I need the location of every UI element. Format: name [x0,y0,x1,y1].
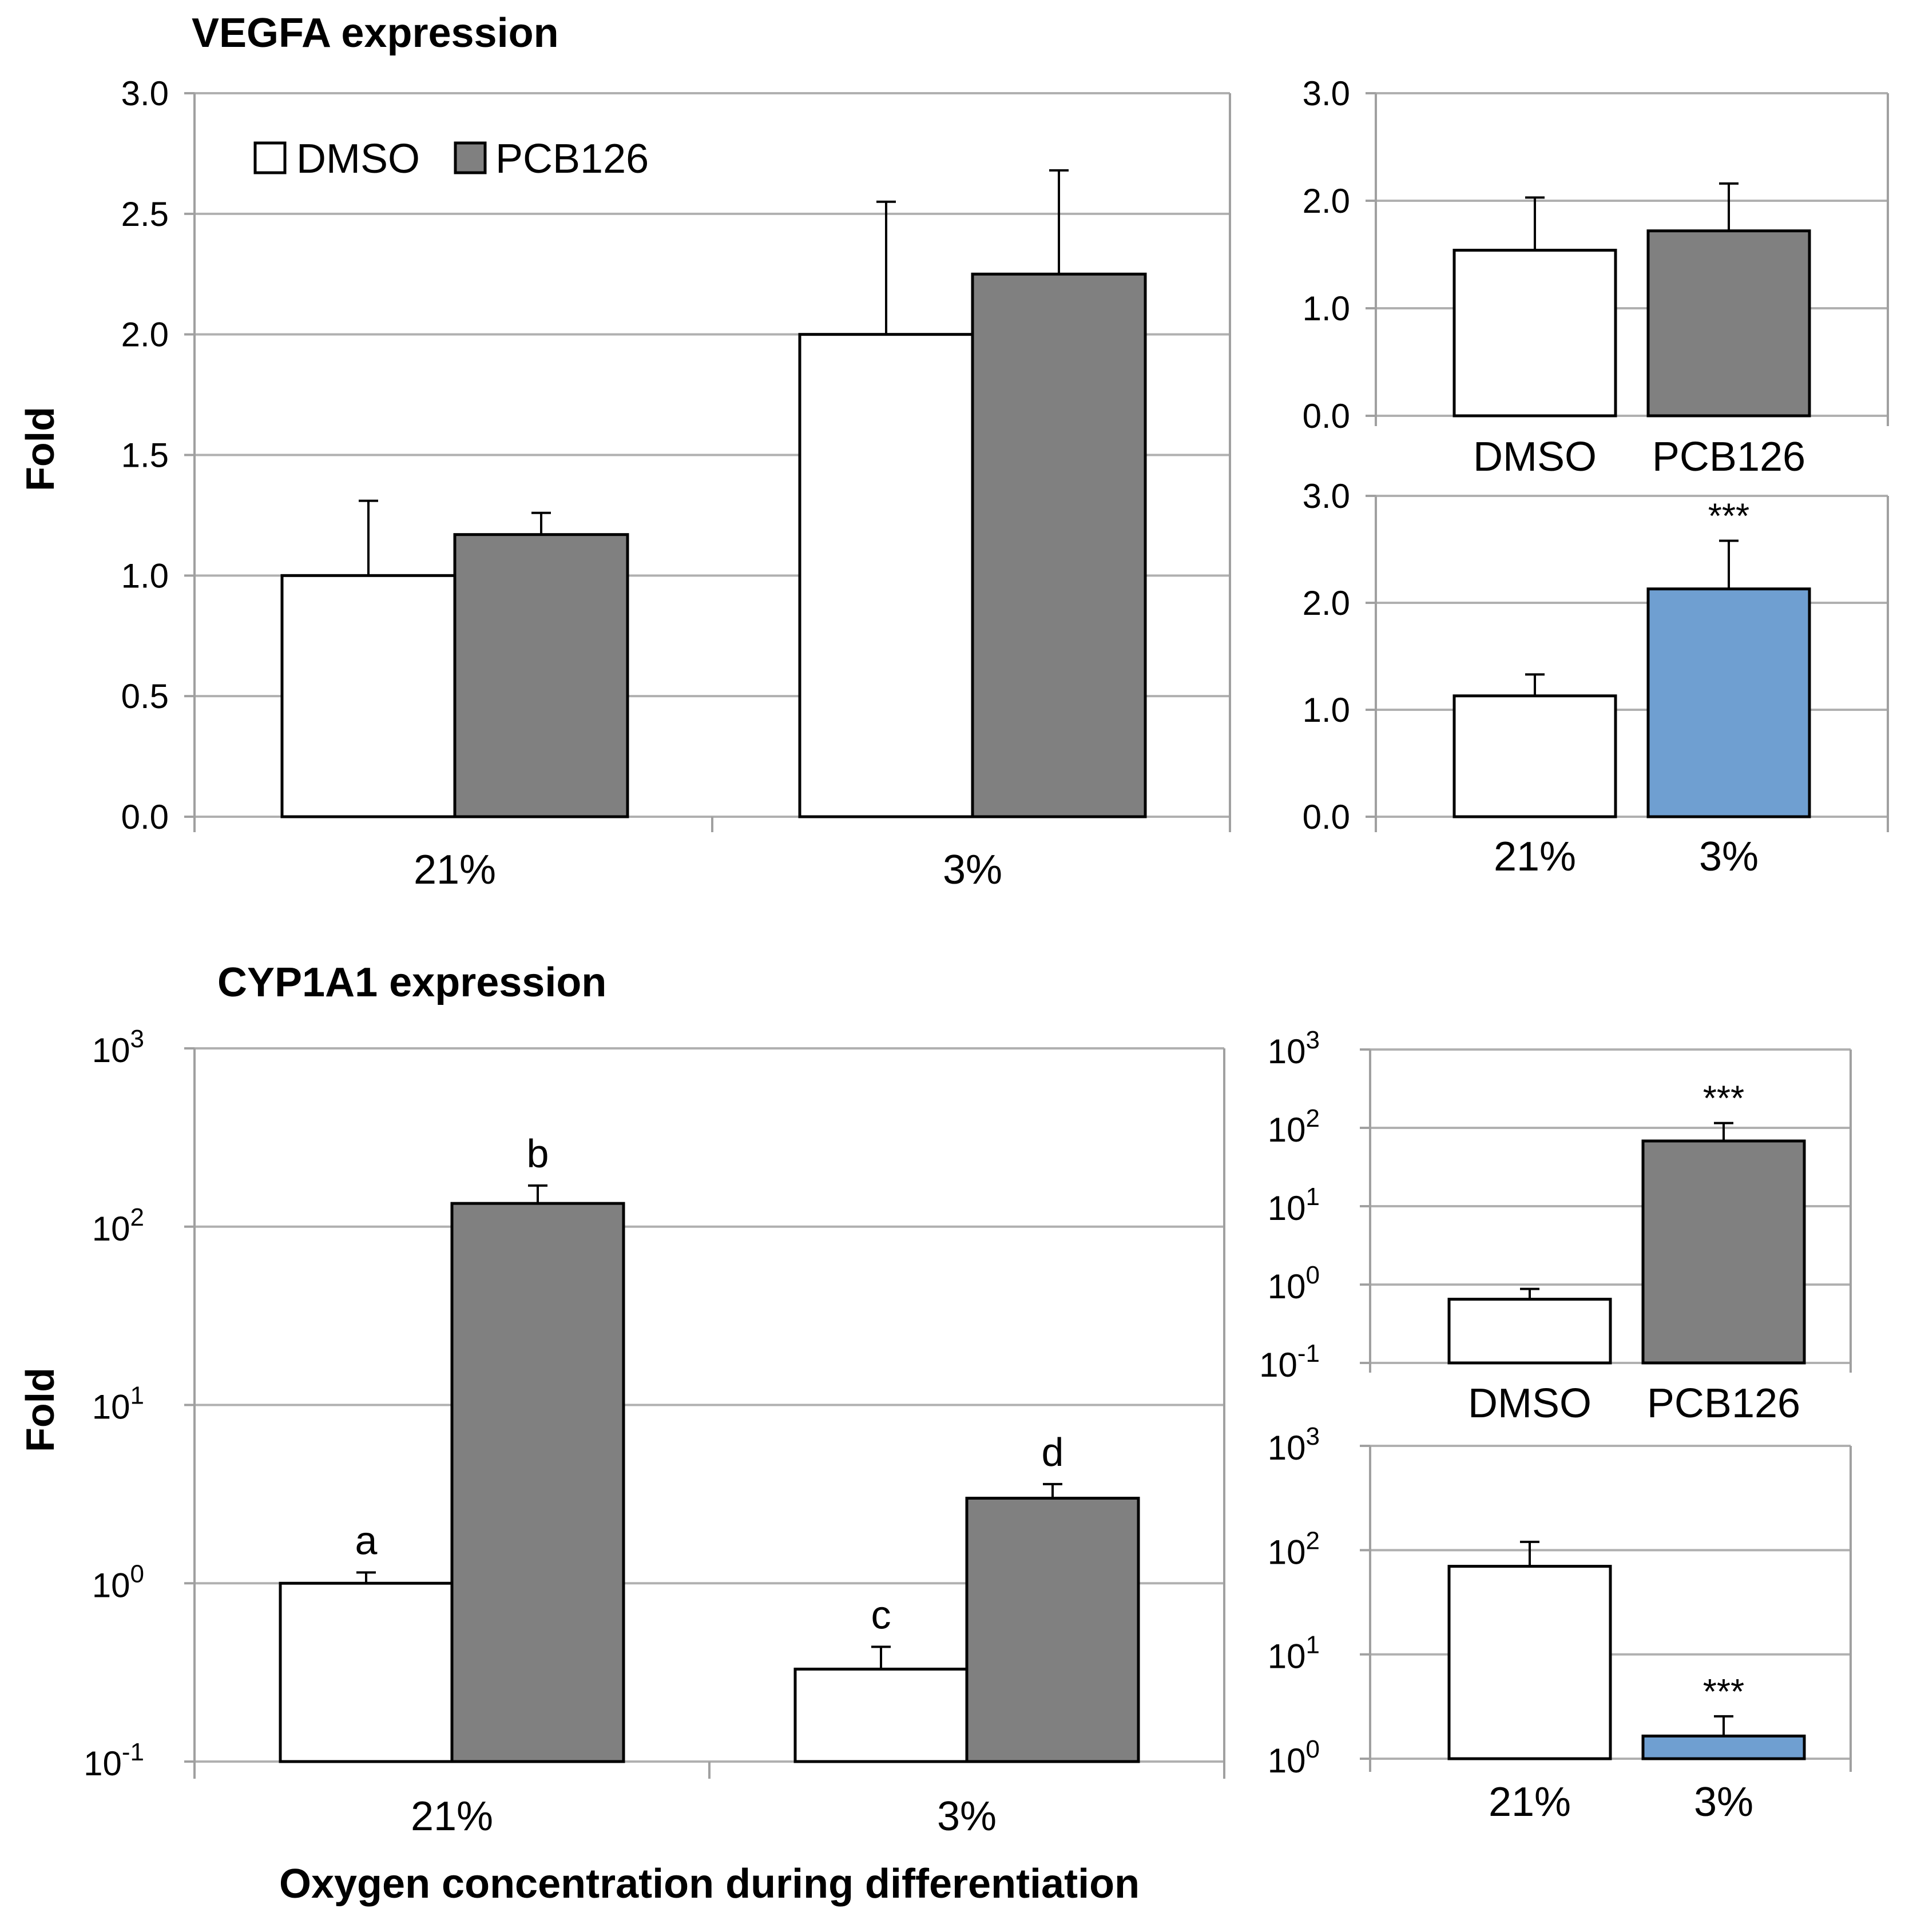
bar [1641,1139,1806,1365]
vegfa-main-chart: 0.0 0.5 1.0 1.5 2.0 2.5 3.0 21% 3% DMSO PCB126 [121,74,1231,893]
y-tick-label: 103 [1268,1026,1320,1071]
legend-swatch-dmso [253,141,287,174]
dmso-bar [798,333,974,818]
y-tick-label: 1.0 [121,556,169,595]
x-category-label: 21% [414,847,496,893]
y-tick-label: 1.0 [1303,289,1350,328]
bar [1641,1734,1806,1760]
y-tick-exponent: 3 [130,1025,144,1053]
significance-letter: d [1042,1430,1064,1474]
bar [1646,587,1811,818]
y-tick-label: 3.0 [1303,477,1350,515]
y-tick-exponent: -1 [1297,1339,1320,1367]
pcb126-bar [453,533,629,818]
y-tick-exponent: 3 [1306,1422,1320,1450]
cyp-title: CYP1A1 expression [217,960,606,1005]
y-tick-label: 1.0 [1303,691,1350,729]
y-tick-label: 100 [92,1560,144,1604]
x-category-label: 21% [1494,834,1576,880]
y-tick-label: 0.0 [1303,397,1350,435]
x-category-label: DMSO [1473,434,1597,480]
y-tick-label: 0.5 [121,677,169,715]
bar [1646,229,1811,418]
y-tick-exponent: 1 [1306,1183,1320,1211]
y-tick-label: 3.0 [121,74,169,113]
x-category-label: 3% [943,847,1002,893]
y-tick-label: 102 [1268,1526,1320,1571]
y-tick-label: 2.5 [121,195,169,233]
y-tick-label: 10-1 [84,1738,144,1783]
bar [1447,1565,1612,1760]
y-tick-label: 101 [92,1382,144,1426]
significance-letter: a [355,1518,378,1563]
cyp-y-label: Fold [18,1367,62,1452]
y-tick-label: 0.0 [121,798,169,836]
y-tick-exponent: 0 [130,1560,144,1588]
y-tick-label: 100 [1268,1261,1320,1306]
x-category-label: 21% [411,1794,493,1839]
significance-letter: b [527,1131,549,1176]
y-tick-exponent: 0 [1306,1261,1320,1289]
bar [1447,1298,1612,1365]
significance-stars: *** [1703,1672,1744,1712]
legend-label-pcb126: PCB126 [495,136,649,182]
y-tick-exponent: 1 [130,1382,144,1410]
y-tick-label: 10-1 [1259,1339,1320,1384]
significance-letter: c [871,1592,891,1637]
y-tick-label: 102 [92,1203,144,1248]
y-tick-label: 101 [1268,1631,1320,1676]
dmso-bar [279,1581,454,1763]
dmso-bar [793,1667,969,1763]
significance-stars: *** [1708,497,1749,536]
bar [1452,248,1617,418]
x-category-label: PCB126 [1652,434,1805,480]
legend-swatch-pcb126 [454,141,487,174]
y-tick-label: 3.0 [1303,74,1350,113]
pcb126-bar [971,272,1147,818]
x-category-label: 3% [937,1794,997,1839]
y-tick-label: 100 [1268,1735,1320,1780]
y-tick-exponent: -1 [122,1738,144,1766]
y-tick-label: 103 [92,1025,144,1070]
vegfa-treatment-chart: 0.0 1.0 2.0 3.0 DMSO PCB126 [1303,74,1889,480]
y-tick-exponent: 0 [1306,1735,1320,1763]
y-tick-label: 0.0 [1303,798,1350,836]
y-tick-label: 1.5 [121,436,169,475]
bar [1452,694,1617,818]
pcb126-bar [965,1497,1140,1763]
legend-label-dmso: DMSO [296,136,420,182]
x-axis-title: Oxygen concentration during differentiat… [279,1861,1140,1907]
significance-stars: *** [1703,1079,1744,1119]
vegfa-y-label: Fold [18,407,62,491]
dmso-bar [280,574,457,818]
y-tick-label: 102 [1268,1104,1320,1149]
vegfa-title: VEGFA expression [192,10,559,56]
y-tick-label: 2.0 [1303,182,1350,220]
y-tick-exponent: 2 [1306,1104,1320,1132]
y-tick-label: 101 [1268,1183,1320,1227]
y-tick-exponent: 1 [1306,1631,1320,1659]
x-category-label: DMSO [1468,1381,1592,1426]
x-category-label: 21% [1489,1779,1571,1825]
y-tick-exponent: 2 [1306,1526,1320,1555]
x-category-label: PCB126 [1647,1381,1800,1426]
legend: DMSO PCB126 [253,136,649,182]
y-tick-label: 2.0 [1303,584,1350,622]
x-category-label: 3% [1694,1779,1753,1825]
x-category-label: 3% [1699,834,1759,880]
pcb126-bar [450,1202,625,1763]
vegfa-oxygen-chart: 0.0 1.0 2.0 3.0 *** 21% 3% [1303,477,1889,880]
y-tick-exponent: 2 [130,1203,144,1231]
y-tick-label: 103 [1268,1422,1320,1467]
y-tick-label: 2.0 [121,316,169,354]
y-tick-exponent: 3 [1306,1026,1320,1054]
